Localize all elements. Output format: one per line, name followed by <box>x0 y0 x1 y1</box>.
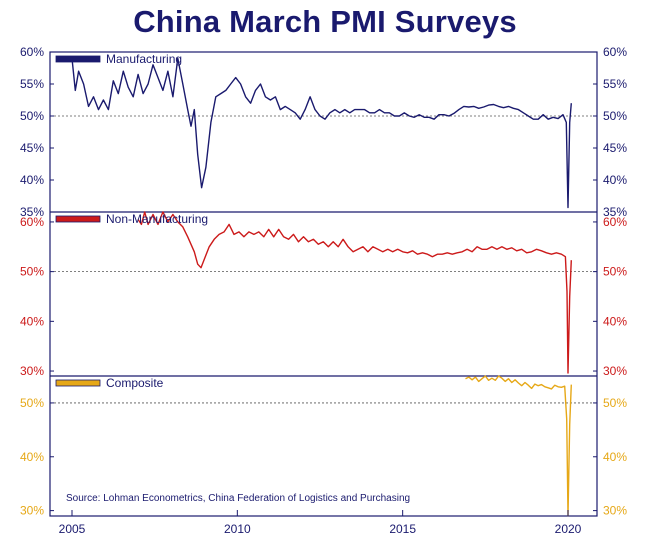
nonmanufacturing-y-tick-right: 30% <box>603 364 627 378</box>
composite-y-tick-left: 30% <box>20 504 44 518</box>
composite-y-tick-left: 50% <box>20 396 44 410</box>
manufacturing-y-tick-right: 35% <box>603 205 627 219</box>
chart-title: China March PMI Surveys <box>133 4 517 39</box>
nonmanufacturing-series-line <box>137 211 572 374</box>
nonmanufacturing-legend-label: Non-Manufacturing <box>106 212 208 226</box>
composite-y-tick-right: 40% <box>603 450 627 464</box>
manufacturing-legend-label: Manufacturing <box>106 52 182 66</box>
nonmanufacturing-y-tick-right: 60% <box>603 215 627 229</box>
source-note: Source: Lohman Econometrics, China Feder… <box>66 493 410 504</box>
nonmanufacturing-legend-swatch <box>55 215 101 223</box>
nonmanufacturing-y-tick-left: 40% <box>20 314 44 328</box>
composite-legend-label: Composite <box>106 376 164 390</box>
nonmanufacturing-y-tick-left: 50% <box>20 265 44 279</box>
manufacturing-legend-swatch <box>55 55 101 63</box>
composite-series-line <box>465 375 572 517</box>
manufacturing-y-tick-left: 45% <box>20 141 44 155</box>
manufacturing-y-tick-left: 50% <box>20 109 44 123</box>
composite-legend-swatch <box>55 379 101 387</box>
manufacturing-y-tick-right: 45% <box>603 141 627 155</box>
x-tick-label: 2020 <box>555 522 582 536</box>
x-tick-label: 2005 <box>59 522 86 536</box>
manufacturing-y-tick-right: 60% <box>603 45 627 59</box>
manufacturing-y-tick-left: 35% <box>20 205 44 219</box>
manufacturing-y-tick-left: 40% <box>20 173 44 187</box>
manufacturing-y-tick-right: 50% <box>603 109 627 123</box>
nonmanufacturing-y-tick-left: 30% <box>20 364 44 378</box>
x-tick-label: 2010 <box>224 522 251 536</box>
x-tick-label: 2015 <box>389 522 416 536</box>
manufacturing-y-tick-left: 55% <box>20 77 44 91</box>
composite-y-tick-right: 50% <box>603 396 627 410</box>
chart-frame <box>49 51 598 517</box>
manufacturing-y-tick-right: 40% <box>603 173 627 187</box>
composite-y-tick-left: 40% <box>20 450 44 464</box>
nonmanufacturing-y-tick-right: 50% <box>603 265 627 279</box>
composite-y-tick-right: 30% <box>603 504 627 518</box>
nonmanufacturing-y-tick-right: 40% <box>603 314 627 328</box>
manufacturing-y-tick-left: 60% <box>20 45 44 59</box>
manufacturing-y-tick-right: 55% <box>603 77 627 91</box>
nonmanufacturing-y-tick-left: 60% <box>20 215 44 229</box>
manufacturing-series-line <box>71 57 572 209</box>
